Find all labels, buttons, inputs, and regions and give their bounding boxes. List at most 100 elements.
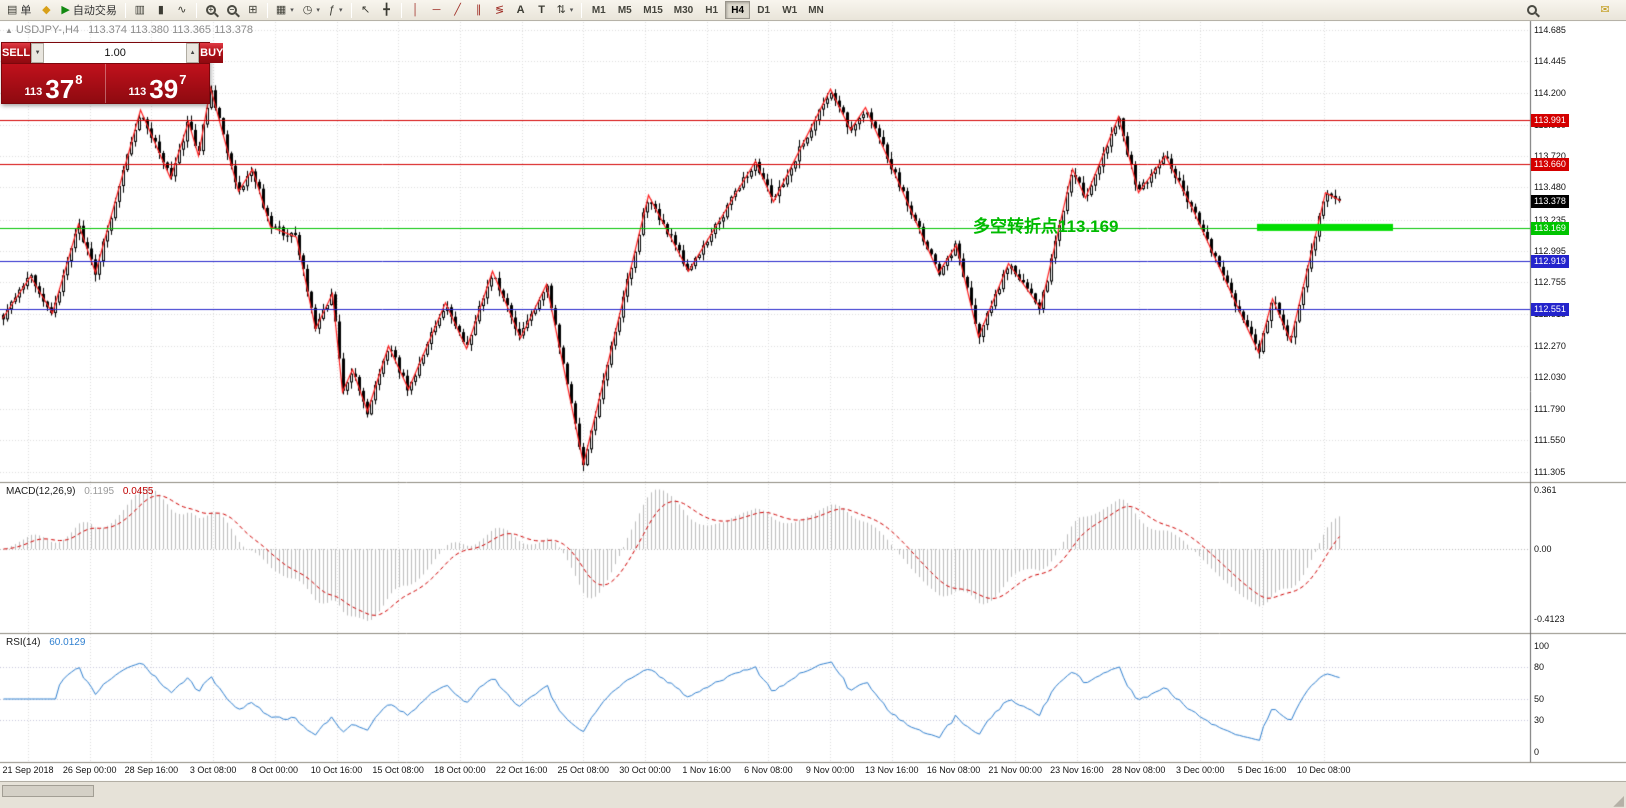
macd-axis-label: -0.4123 (1534, 614, 1565, 624)
volume-input[interactable] (44, 43, 187, 63)
timeframe-m5-button[interactable]: M5 (612, 1, 637, 19)
sell-button[interactable]: SELL (2, 43, 32, 63)
chart-ohlc-values: 113.374 113.380 113.365 113.378 (88, 24, 254, 36)
metaeditor-icon: ◆ (42, 3, 51, 16)
new-order-button[interactable]: ▤ 单 (3, 1, 35, 19)
cursor-button[interactable]: ↖ (356, 1, 376, 19)
rsi-indicator-label: RSI(14) 60.0129 (6, 637, 85, 648)
price-grid-label: 114.685 (1534, 24, 1566, 35)
zoom-out-icon: − (226, 5, 237, 15)
timeframe-d1-button[interactable]: D1 (751, 1, 776, 19)
sell-price-sup: 8 (75, 72, 83, 87)
profiles-icon: ◷ (302, 3, 313, 16)
timeframe-m30-button[interactable]: M30 (669, 1, 698, 19)
date-label: 15 Oct 08:00 (372, 765, 424, 775)
profiles-button[interactable]: ◷ ▾ (299, 1, 324, 19)
bottom-bar: ◢ (0, 781, 1626, 808)
timeframe-w1-button[interactable]: W1 (777, 1, 802, 19)
new-chart-dropdown-arrow: ▾ (290, 7, 294, 14)
date-label: 28 Sep 16:00 (124, 765, 179, 775)
trendline-icon: ╱ (454, 3, 461, 16)
volume-spinbox: ▼ ▲ (31, 43, 200, 63)
price-level-tag: 112.551 (1531, 303, 1569, 317)
zoom-out-button[interactable]: − (222, 1, 242, 19)
sell-price[interactable]: 113 37 8 (2, 64, 106, 103)
arrow-objects-button[interactable]: ⇅ ▾ (553, 1, 578, 19)
resize-grip: ◢ (1613, 792, 1624, 808)
current-price-tag: 113.378 (1531, 194, 1569, 208)
timeframe-m1-button[interactable]: M1 (586, 1, 611, 19)
date-label: 13 Nov 16:00 (865, 765, 919, 775)
metaeditor-button[interactable]: ◆ (36, 1, 56, 19)
vertical-line-icon: │ (412, 3, 419, 16)
auto-trading-button[interactable]: ▶ 自动交易 (57, 1, 120, 19)
price-grid-label: 113.480 (1534, 182, 1566, 193)
volume-increase-button[interactable]: ▲ (186, 43, 200, 63)
tile-windows-icon: ⊞ (248, 3, 258, 16)
date-label: 23 Nov 16:00 (1050, 765, 1104, 775)
price-level-tag: 113.660 (1531, 157, 1569, 171)
horizontal-line-button[interactable]: ─ (427, 1, 447, 19)
fibonacci-retracement-button[interactable]: ≶ (490, 1, 510, 19)
tile-windows-button[interactable]: ⊞ (243, 1, 263, 19)
buy-button[interactable]: BUY (199, 43, 224, 63)
macd-axis-label: 0.361 (1534, 485, 1557, 495)
candlestick-chart-icon: ▮ (157, 3, 164, 16)
timeframe-m15-button[interactable]: M15 (638, 1, 667, 19)
price-grid-label: 111.790 (1534, 403, 1566, 414)
buy-price-prefix: 113 (128, 86, 147, 98)
cursor-icon: ↖ (360, 3, 371, 16)
zoom-in-button[interactable]: + (201, 1, 221, 19)
candlestick-chart-button[interactable]: ▮ (151, 1, 171, 19)
price-grid-label: 114.445 (1534, 55, 1566, 66)
equidistant-channel-button[interactable]: ∥ (469, 1, 489, 19)
price-grid-label: 113.720 (1534, 150, 1566, 161)
sell-price-prefix: 113 (24, 86, 43, 98)
new-chart-button[interactable]: ▦ ▾ (272, 1, 298, 19)
price-grid-label: 112.030 (1534, 372, 1566, 383)
text-button[interactable]: A (511, 1, 531, 19)
toolbar: ▤ 单 ◆ ▶ 自动交易 ▥ ▮ ∿ + − ⊞ ▦ ▾ ◷ ▾ ƒ ▾ ↖ ╋ │ ─ ╱ ∥ ≶ A T ⇅ ▾ M1 M5 M15 M3… (0, 0, 1626, 21)
rsi-axis-label: 50 (1534, 694, 1545, 704)
volume-decrease-button[interactable]: ▼ (31, 43, 45, 63)
timeframe-h1-button[interactable]: H1 (699, 1, 724, 19)
date-label: 5 Dec 16:00 (1237, 765, 1287, 775)
rsi-value: 60.0129 (49, 637, 86, 648)
horizontal-line-icon: ─ (432, 3, 441, 16)
line-chart-button[interactable]: ∿ (172, 1, 192, 19)
horizontal-scrollbar-thumb[interactable] (2, 785, 94, 797)
arrow-objects-icon: ⇅ (556, 3, 566, 16)
bar-chart-button[interactable]: ▥ (130, 1, 150, 19)
spin-up-icon: ▲ (189, 50, 196, 56)
tick-direction-icon: ▲ (5, 26, 13, 35)
chart-ohlc-line: ▲ USDJPY-,H4 113.374 113.380 113.365 113.3… (5, 24, 253, 36)
equidistant-channel-icon: ∥ (475, 3, 482, 16)
rsi-name: RSI(14) (6, 637, 41, 648)
date-label: 6 Nov 08:00 (744, 765, 793, 775)
timeframe-h4-button[interactable]: H4 (725, 1, 751, 19)
spin-down-icon: ▼ (34, 50, 41, 56)
text-label-button[interactable]: T (532, 1, 552, 19)
trendline-button[interactable]: ╱ (448, 1, 468, 19)
date-label: 21 Nov 00:00 (988, 765, 1042, 775)
timeframe-mn-button[interactable]: MN (803, 1, 829, 19)
vertical-line-button[interactable]: │ (406, 1, 426, 19)
new-order-icon: ▤ (7, 3, 18, 16)
one-click-trading-panel: SELL ▼ ▲ BUY 113 37 8 113 39 7 (1, 42, 224, 104)
indicators-button[interactable]: ƒ ▾ (325, 1, 347, 19)
search-button[interactable] (1522, 1, 1542, 19)
crosshair-button[interactable]: ╋ (377, 1, 397, 19)
new-order-label: 单 (20, 5, 32, 17)
arrow-objects-dropdown-arrow: ▾ (569, 7, 574, 14)
price-grid-label: 112.995 (1534, 245, 1566, 256)
price-grid-label: 113.235 (1534, 214, 1566, 225)
line-chart-icon: ∿ (177, 3, 187, 16)
bar-chart-icon: ▥ (134, 3, 146, 16)
search-icon (1527, 5, 1537, 15)
toolbar-separator (266, 2, 268, 18)
buy-price[interactable]: 113 39 7 (106, 64, 209, 103)
mql5-community-button[interactable]: ✉ (1595, 1, 1615, 19)
price-grid-label: 111.550 (1534, 435, 1566, 446)
